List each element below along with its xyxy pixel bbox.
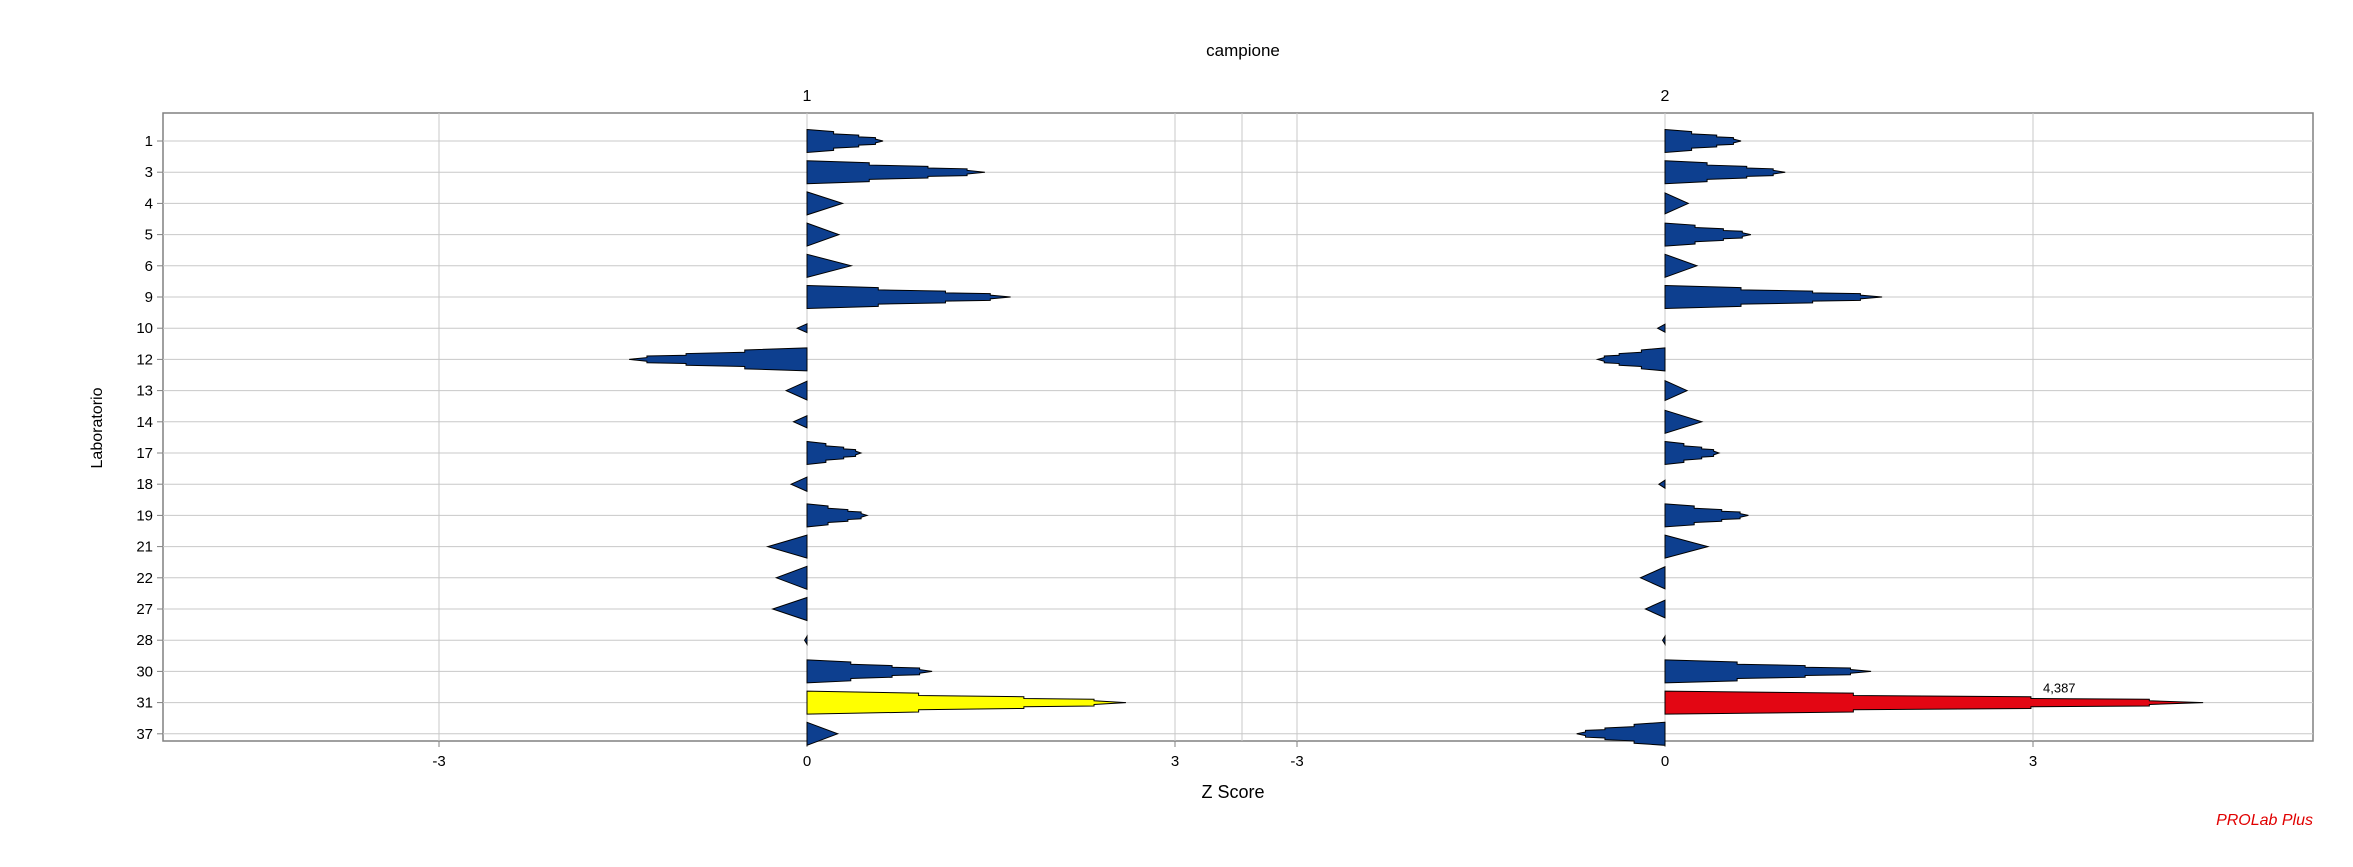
x-tick-label: 3 [2029,753,2037,770]
bar-2-1 [1664,128,1742,154]
bar-2-37 [1576,721,1666,746]
bar-1-5 [806,222,841,247]
bar-1-6 [806,253,854,278]
bar-1-17 [806,440,863,466]
bar-1-22 [774,565,808,591]
bar-2-4 [1664,192,1690,215]
bar-1-31 [806,690,1126,715]
bar-2-18 [1657,479,1666,490]
bar-1-27 [771,596,808,622]
y-tick-label: 9 [145,289,153,306]
data-label: 4,387 [2043,681,2076,696]
y-tick-label: 31 [136,695,153,712]
y-tick-label: 10 [136,320,153,337]
y-tick-label: 30 [136,663,153,680]
bar-1-37 [806,721,840,747]
bar-1-3 [806,160,985,185]
marks [629,128,2204,747]
y-tick-label: 28 [136,632,153,649]
bar-2-12 [1595,347,1666,372]
bar-2-30 [1664,659,1872,684]
y-tick-label: 21 [136,539,153,556]
chart-title: campione [1206,41,1280,60]
x-tick-label: -3 [432,753,445,770]
grid [157,113,2313,747]
bar-2-22 [1639,565,1666,590]
bar-1-30 [806,659,933,684]
bar-1-4 [806,191,845,216]
panel-label: 2 [1661,88,1670,105]
y-tick-label: 17 [136,445,153,462]
y-tick-label: 22 [136,570,153,587]
bar-1-9 [806,284,1011,310]
y-tick-label: 19 [136,507,153,524]
bar-2-9 [1664,284,1883,310]
y-axis-label: Laboratorio [89,387,106,468]
panel-label: 1 [803,88,812,105]
bar-2-28 [1661,634,1666,646]
bar-2-10 [1656,323,1666,334]
x-tick-label: 0 [1661,753,1669,770]
bar-2-27 [1644,599,1666,619]
x-tick-label: 0 [803,753,811,770]
y-tick-label: 4 [145,195,153,212]
y-tick-label: 5 [145,227,153,244]
bar-1-10 [795,323,808,334]
bar-1-21 [765,534,808,559]
y-tick-label: 18 [136,476,153,493]
bar-1-19 [806,503,869,528]
brand-label: PROLab Plus [2216,812,2313,829]
bar-2-14 [1664,409,1704,434]
bar-2-31 [1664,690,2204,715]
bar-1-18 [789,476,808,493]
y-tick-label: 3 [145,164,153,181]
y-tick-label: 1 [145,133,153,150]
bar-2-6 [1664,253,1699,279]
y-tick-label: 6 [145,258,153,275]
y-tick-label: 37 [136,726,153,743]
bar-2-17 [1664,440,1721,466]
bar-2-21 [1664,534,1710,559]
x-axis-label: Z Score [1201,782,1264,802]
bar-2-3 [1664,160,1786,185]
bar-2-19 [1664,503,1749,528]
bar-1-12 [629,347,808,372]
bar-1-13 [784,380,808,401]
y-tick-label: 13 [136,383,153,400]
bar-1-14 [792,414,808,429]
bar-1-1 [806,128,884,154]
y-tick-label: 14 [136,414,153,431]
y-tick-label: 12 [136,351,153,368]
bar-2-5 [1664,222,1751,247]
plot-frame [162,112,2314,742]
y-tick-label: 27 [136,601,153,618]
bar-2-13 [1664,379,1689,402]
x-tick-label: -3 [1290,753,1303,770]
bar-1-28 [803,634,808,646]
x-tick-label: 3 [1171,753,1179,770]
